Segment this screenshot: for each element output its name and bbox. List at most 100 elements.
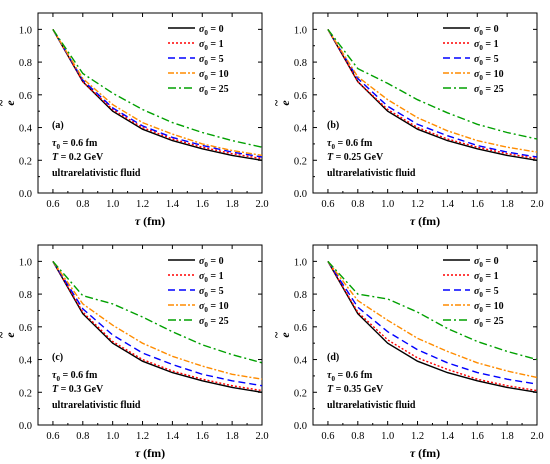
y-tick-label-text: 0.8 <box>19 58 32 69</box>
y-axis-accent: ~ <box>0 331 8 338</box>
legend-sigma: σ <box>199 271 205 282</box>
temp-value: = 0.3 GeV <box>58 384 104 395</box>
series-line-1 <box>52 29 263 160</box>
temp-symbol: T <box>327 384 334 395</box>
series-line-1 <box>327 29 538 160</box>
panel-label-text: (b) <box>327 120 339 131</box>
legend-sigma: σ <box>474 39 480 50</box>
legend-sub: 0 <box>479 276 483 284</box>
temp-value: = 0.25 GeV <box>333 152 384 163</box>
panel-label: (c) <box>52 352 63 363</box>
y-tick-label-text: 0.6 <box>294 91 307 102</box>
x-tick-label-text: 0.8 <box>76 431 89 442</box>
x-axis-symbol: τ <box>135 446 141 460</box>
y-tick-label-text: 0.6 <box>19 323 32 334</box>
chart-panel-a: 0.6 0.8 1.0 1.2 1.4 1.6 1.8 2.0 0.0 0.2 0.4 0.6 0.8 1… <box>0 12 269 228</box>
y-tick-label: 0.4 <box>19 356 33 367</box>
legend-sub: 0 <box>204 29 208 37</box>
legend-label: σ0 = 1 <box>474 39 499 52</box>
x-tick-label: 1.2 <box>411 431 424 442</box>
legend-sigma: σ <box>199 39 205 50</box>
x-tick-label-text: 0.6 <box>321 199 334 210</box>
legend-sub: 0 <box>479 261 483 269</box>
y-tick-label-text: 0.6 <box>294 323 307 334</box>
x-tick-label: 1.0 <box>106 199 119 210</box>
y-tick-label-text: 1.0 <box>19 257 32 268</box>
y-tick-label: 0.6 <box>19 91 32 102</box>
legend-label: σ0 = 10 <box>199 301 229 314</box>
y-tick-label: 1.0 <box>294 257 307 268</box>
y-tick-label-text: 0.0 <box>19 421 32 432</box>
x-tick-label: 1.6 <box>471 199 484 210</box>
x-tick-label: 1.2 <box>411 199 424 210</box>
legend-label: σ0 = 0 <box>474 24 499 37</box>
legend-sub: 0 <box>479 306 483 314</box>
y-tick-label: 0.4 <box>19 124 33 135</box>
series-line-3 <box>327 29 538 153</box>
fluid-label: ultrarelativistic fluid <box>52 400 141 411</box>
x-axis-unit: (fm) <box>415 214 440 228</box>
y-tick-label: 0.0 <box>294 189 307 200</box>
y-axis-accent: ~ <box>0 99 8 106</box>
fluid-annotation: ultrarelativistic fluid <box>327 168 416 179</box>
legend-sigma: σ <box>199 256 205 267</box>
legend-label: σ0 = 10 <box>474 301 504 314</box>
legend-eq: = 0 <box>483 24 499 35</box>
x-axis-symbol: τ <box>135 214 141 228</box>
legend-sub: 0 <box>479 321 483 329</box>
panel-label: (b) <box>327 120 339 131</box>
plot-frame <box>37 12 263 194</box>
legend-eq: = 10 <box>483 301 504 312</box>
y-tick-label-text: 0.0 <box>294 421 307 432</box>
legend-sigma: σ <box>474 286 480 297</box>
series-line-2 <box>52 261 263 387</box>
series-line-4 <box>52 29 263 148</box>
y-axis-symbol: e <box>3 332 17 338</box>
y-tick-label: 0.2 <box>19 388 32 399</box>
legend-eq: = 5 <box>483 54 499 65</box>
x-tick-label-text: 1.0 <box>106 431 119 442</box>
x-tick-label-text: 1.4 <box>166 199 180 210</box>
x-tick-label-text: 1.8 <box>226 431 239 442</box>
x-tick-label: 1.8 <box>226 199 239 210</box>
series-line-3 <box>52 260 263 380</box>
y-tick-label-text: 0.4 <box>294 124 308 135</box>
x-tick-label: 1.4 <box>441 431 455 442</box>
y-axis-symbol: e <box>278 100 292 106</box>
legend-sub: 0 <box>479 44 483 52</box>
x-tick-label-text: 0.8 <box>76 199 89 210</box>
legend-sigma: σ <box>474 316 480 327</box>
y-tick-label: 1.0 <box>19 257 32 268</box>
panel-label-text: (c) <box>52 352 63 363</box>
x-axis-title: τ (fm) <box>135 214 165 228</box>
legend-eq: = 10 <box>208 69 229 80</box>
x-tick-label-text: 1.8 <box>226 199 239 210</box>
y-tick-label-text: 0.8 <box>294 290 307 301</box>
x-tick-label-text: 2.0 <box>255 199 268 210</box>
y-axis-accent-text: ~ <box>0 331 8 338</box>
legend-sigma: σ <box>474 24 480 35</box>
x-axis-symbol: τ <box>410 214 416 228</box>
tau0-sub: 0 <box>331 143 335 151</box>
legend-sub: 0 <box>204 261 208 269</box>
legend-eq: = 25 <box>208 316 229 327</box>
x-tick-label-text: 1.0 <box>106 199 119 210</box>
legend-label: σ0 = 1 <box>474 271 499 284</box>
fluid-label: ultrarelativistic fluid <box>327 168 416 179</box>
legend-sigma: σ <box>199 84 205 95</box>
series-line-2 <box>327 261 538 385</box>
x-tick-label: 0.6 <box>321 199 334 210</box>
x-tick-label-text: 1.4 <box>166 431 180 442</box>
legend-sub: 0 <box>204 59 208 67</box>
y-axis-title-text: e <box>3 332 17 338</box>
legend-eq: = 1 <box>208 271 224 282</box>
fluid-label: ultrarelativistic fluid <box>52 168 141 179</box>
temp-value: = 0.2 GeV <box>58 152 104 163</box>
panel-label-text: (a) <box>52 120 64 131</box>
y-tick-label: 0.0 <box>294 421 307 432</box>
tau0-sub: 0 <box>331 375 335 383</box>
legend-label: σ0 = 5 <box>474 54 499 67</box>
x-tick-label-text: 1.2 <box>136 199 149 210</box>
chart-panel-b: 0.6 0.8 1.0 1.2 1.4 1.6 1.8 2.0 0.0 0.2 0.4 0.6 0.8 1… <box>275 12 544 228</box>
y-axis-title-text: e <box>278 100 292 106</box>
